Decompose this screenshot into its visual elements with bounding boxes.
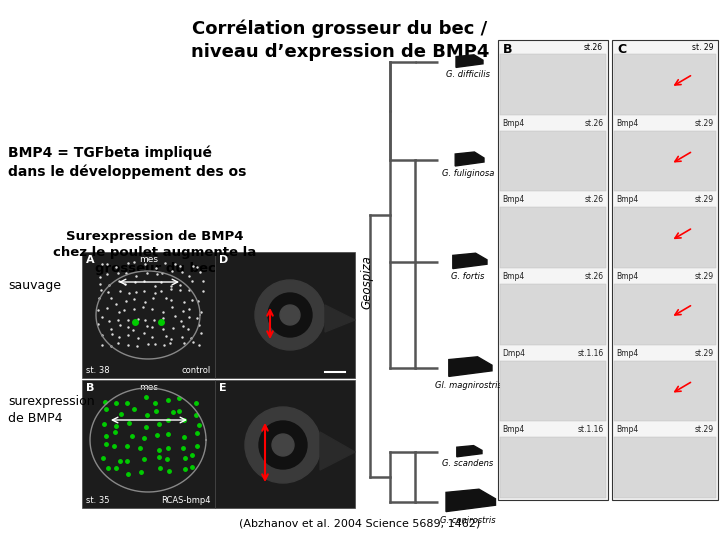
Text: Gl. magnirostris: Gl. magnirostris [435, 381, 501, 389]
Circle shape [245, 407, 321, 483]
Bar [82, 380, 215, 508]
Text: st.26: st.26 [585, 272, 604, 281]
Text: D: D [219, 255, 228, 265]
Bar [82, 252, 215, 378]
Bar [614, 361, 716, 421]
Text: st.26: st.26 [584, 43, 603, 52]
Polygon shape [453, 253, 487, 268]
Text: st. 38: st. 38 [86, 366, 109, 375]
Bar [500, 284, 606, 345]
Text: surexpression
de BMP4: surexpression de BMP4 [8, 395, 94, 424]
Polygon shape [325, 305, 355, 332]
Text: Geospiza: Geospiza [361, 255, 374, 309]
Text: B: B [86, 383, 94, 393]
Text: Bmp4: Bmp4 [616, 349, 638, 357]
Bar [612, 40, 718, 500]
Circle shape [255, 280, 325, 350]
Text: (Abzhanov et al. 2004 Science 5689, 1462): (Abzhanov et al. 2004 Science 5689, 1462… [239, 518, 481, 528]
Text: sauvage: sauvage [8, 279, 61, 292]
Text: Bmp4: Bmp4 [616, 272, 638, 281]
Text: st.29: st.29 [695, 195, 714, 204]
Text: st.29: st.29 [695, 272, 714, 281]
Bar [614, 131, 716, 191]
Polygon shape [456, 446, 482, 457]
Text: st.26: st.26 [585, 119, 604, 127]
Circle shape [272, 434, 294, 456]
Text: st.29: st.29 [695, 426, 714, 434]
Bar [614, 284, 716, 345]
Text: st.29: st.29 [695, 349, 714, 357]
Bar [500, 437, 606, 498]
Circle shape [280, 305, 300, 325]
Text: Bmp4: Bmp4 [502, 119, 524, 127]
Text: Bmp4: Bmp4 [616, 426, 638, 434]
Text: Bmp4: Bmp4 [502, 272, 524, 281]
Text: st. 35: st. 35 [86, 496, 109, 505]
Bar [215, 380, 355, 508]
Text: Corrélation grosseur du bec /
niveau d’expression de BMP4: Corrélation grosseur du bec / niveau d’e… [191, 20, 489, 60]
Text: G. fortis: G. fortis [451, 272, 485, 281]
Text: st.29: st.29 [695, 119, 714, 127]
Text: G. fuliginosa: G. fuliginosa [442, 169, 494, 178]
Text: st.26: st.26 [585, 195, 604, 204]
Bar [215, 252, 355, 378]
Text: G. conirostris: G. conirostris [440, 516, 496, 525]
Text: Dmp4: Dmp4 [502, 349, 525, 357]
Text: G. scandens: G. scandens [442, 459, 494, 468]
Polygon shape [456, 55, 483, 68]
Bar [500, 54, 606, 114]
Polygon shape [320, 432, 355, 470]
Text: B: B [503, 43, 513, 56]
Text: Bmp4: Bmp4 [502, 426, 524, 434]
Text: BMP4 = TGFbeta impliqué
dans le développement des os: BMP4 = TGFbeta impliqué dans le développ… [8, 145, 246, 179]
Circle shape [268, 293, 312, 337]
Bar [500, 207, 606, 268]
Bar [614, 207, 716, 268]
Text: mes: mes [139, 383, 158, 392]
Polygon shape [449, 357, 492, 376]
Text: RCAS-bmp4: RCAS-bmp4 [161, 496, 211, 505]
Text: A: A [86, 255, 94, 265]
Text: Bmp4: Bmp4 [616, 119, 638, 127]
Text: Surexpression de BMP4
chez le poulet augmente la
grosseur du bec: Surexpression de BMP4 chez le poulet aug… [53, 230, 256, 275]
Polygon shape [446, 489, 495, 511]
Text: st.1.16: st.1.16 [577, 349, 604, 357]
Bar [500, 131, 606, 191]
Text: mes: mes [139, 255, 158, 264]
Text: G. difficilis: G. difficilis [446, 70, 490, 79]
Text: Bmp4: Bmp4 [616, 195, 638, 204]
Bar [614, 437, 716, 498]
Polygon shape [455, 152, 484, 166]
Text: Bmp4: Bmp4 [502, 195, 524, 204]
Text: st.1.16: st.1.16 [577, 426, 604, 434]
Bar [614, 54, 716, 114]
Text: st. 29: st. 29 [691, 43, 713, 52]
Bar [498, 40, 608, 500]
Text: control: control [181, 366, 211, 375]
Circle shape [259, 421, 307, 469]
Text: C: C [617, 43, 626, 56]
Bar [500, 361, 606, 421]
Text: E: E [219, 383, 227, 393]
